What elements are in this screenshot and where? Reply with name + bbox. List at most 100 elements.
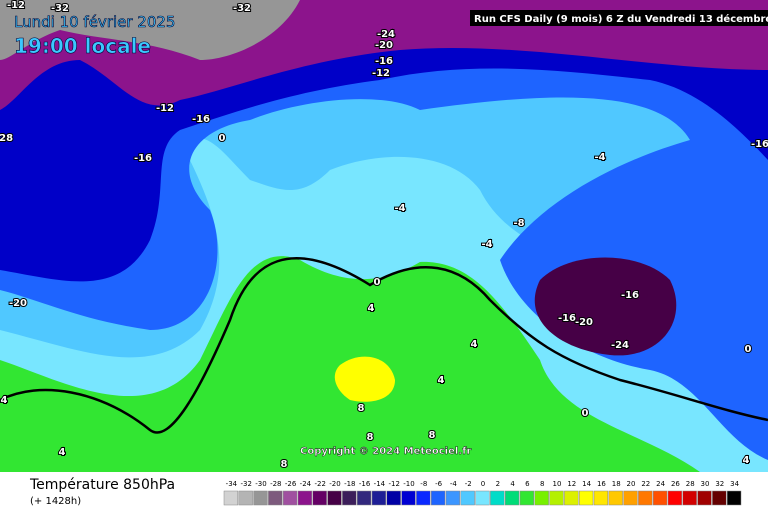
scale-label: -22 xyxy=(314,480,325,488)
scale-label: -8 xyxy=(420,480,427,488)
contour-label: 8 xyxy=(429,430,436,441)
contour-label: 8 xyxy=(281,459,288,470)
scale-swatch xyxy=(386,490,401,506)
date: Lundi 10 février 2025 xyxy=(14,13,175,31)
scale-label: -18 xyxy=(344,480,355,488)
scale-label: 20 xyxy=(627,480,636,488)
contour-label: 0 xyxy=(374,277,381,288)
copyright: Copyright © 2024 Meteociel.fr xyxy=(300,446,471,457)
contour-label: -16 xyxy=(192,114,210,125)
contour-label: 8 xyxy=(358,403,365,414)
scale-label: 32 xyxy=(715,480,724,488)
scale-label: 28 xyxy=(686,480,695,488)
contour-label: -32 xyxy=(233,3,251,14)
run-box xyxy=(470,10,768,26)
contour-label: -16 xyxy=(134,153,152,164)
contour-label: 4 xyxy=(743,455,750,466)
contour-label: -24 xyxy=(377,29,395,40)
scale-swatch xyxy=(682,490,697,506)
contour-label: -32 xyxy=(51,3,69,14)
scale-swatch xyxy=(623,490,638,506)
zone-warm xyxy=(334,356,395,402)
scale-label: -10 xyxy=(403,480,414,488)
scale-label: -20 xyxy=(329,480,340,488)
contour-label: -4 xyxy=(594,152,605,163)
scale-label: -2 xyxy=(465,480,472,488)
scale-label: -34 xyxy=(226,480,238,488)
contour-label: -16 xyxy=(621,290,639,301)
scale-swatch xyxy=(534,490,549,506)
contour-label: -20 xyxy=(575,317,593,328)
run-info: Run CFS Daily (9 mois) 6 Z du Vendredi 1… xyxy=(474,13,768,25)
scale-label: 24 xyxy=(656,480,665,488)
contour-label: -12 xyxy=(7,0,25,11)
contour-label: -24 xyxy=(611,340,629,351)
contour-label: 0 xyxy=(582,408,589,419)
legend-subtitle: (+ 1428h) xyxy=(30,496,81,507)
scale-label: -26 xyxy=(285,480,297,488)
scale-swatch xyxy=(238,490,253,506)
contour-label: -20 xyxy=(375,40,393,51)
scale-label: 16 xyxy=(597,480,606,488)
scale-swatch xyxy=(371,490,387,506)
scale-swatch xyxy=(430,490,446,506)
scale-swatch xyxy=(416,490,431,506)
scale-swatch xyxy=(578,490,594,506)
scale-swatch xyxy=(697,490,712,506)
scale-label: -14 xyxy=(374,480,386,488)
contour-label: 8 xyxy=(367,432,374,443)
contour-label: -28 xyxy=(0,133,13,144)
contour-label: -4 xyxy=(481,239,492,250)
scale-label: 12 xyxy=(567,480,576,488)
contour-label: -12 xyxy=(372,68,390,79)
contour-label: 0 xyxy=(219,133,226,144)
scale-label: -24 xyxy=(300,480,312,488)
scale-swatch xyxy=(223,490,239,506)
contour-label: 0 xyxy=(745,344,752,355)
scale-swatch xyxy=(475,490,490,506)
scale-label: 10 xyxy=(553,480,562,488)
scale-label: -30 xyxy=(255,480,266,488)
scale-label: -28 xyxy=(270,480,281,488)
contour-label: 4 xyxy=(438,375,445,386)
scale-swatch xyxy=(460,490,475,506)
scale-label: 26 xyxy=(671,480,680,488)
scale-swatch xyxy=(608,490,623,506)
scale-label: -4 xyxy=(450,480,458,488)
scale-label: -6 xyxy=(435,480,443,488)
scale-label: 8 xyxy=(540,480,544,488)
scale-label: -16 xyxy=(359,480,371,488)
scale-swatch xyxy=(312,490,327,506)
scale-swatch xyxy=(593,490,609,506)
scale-swatch xyxy=(445,490,461,506)
legend-title: Température 850hPa xyxy=(29,477,175,493)
scale-label: 34 xyxy=(730,480,739,488)
scale-swatch xyxy=(504,490,520,506)
scale-swatch xyxy=(519,490,535,506)
scale-label: -12 xyxy=(388,480,399,488)
scale-swatch xyxy=(297,490,313,506)
scale-label: 2 xyxy=(496,480,500,488)
scale-label: 14 xyxy=(582,480,591,488)
scale-swatch xyxy=(401,490,416,506)
contour-label: 4 xyxy=(368,303,375,314)
scale-label: 22 xyxy=(641,480,650,488)
contour-label: -16 xyxy=(375,56,393,67)
contour-label: -16 xyxy=(558,313,576,324)
scale-label: 30 xyxy=(701,480,710,488)
scale-swatch xyxy=(268,490,283,506)
contour-label: -20 xyxy=(9,298,27,309)
scale-swatch xyxy=(342,490,357,506)
scale-swatch xyxy=(490,490,505,506)
contour-label: 4 xyxy=(59,447,66,458)
scale-swatch xyxy=(638,490,653,506)
contour-label: -8 xyxy=(513,218,524,229)
scale-swatch xyxy=(712,490,727,506)
scale-swatch xyxy=(667,490,683,506)
scale-label: 4 xyxy=(510,480,515,488)
contour-label: -4 xyxy=(394,203,405,214)
zone-arctic xyxy=(0,0,300,60)
contour-label: 4 xyxy=(471,339,478,350)
scale-label: -32 xyxy=(240,480,251,488)
